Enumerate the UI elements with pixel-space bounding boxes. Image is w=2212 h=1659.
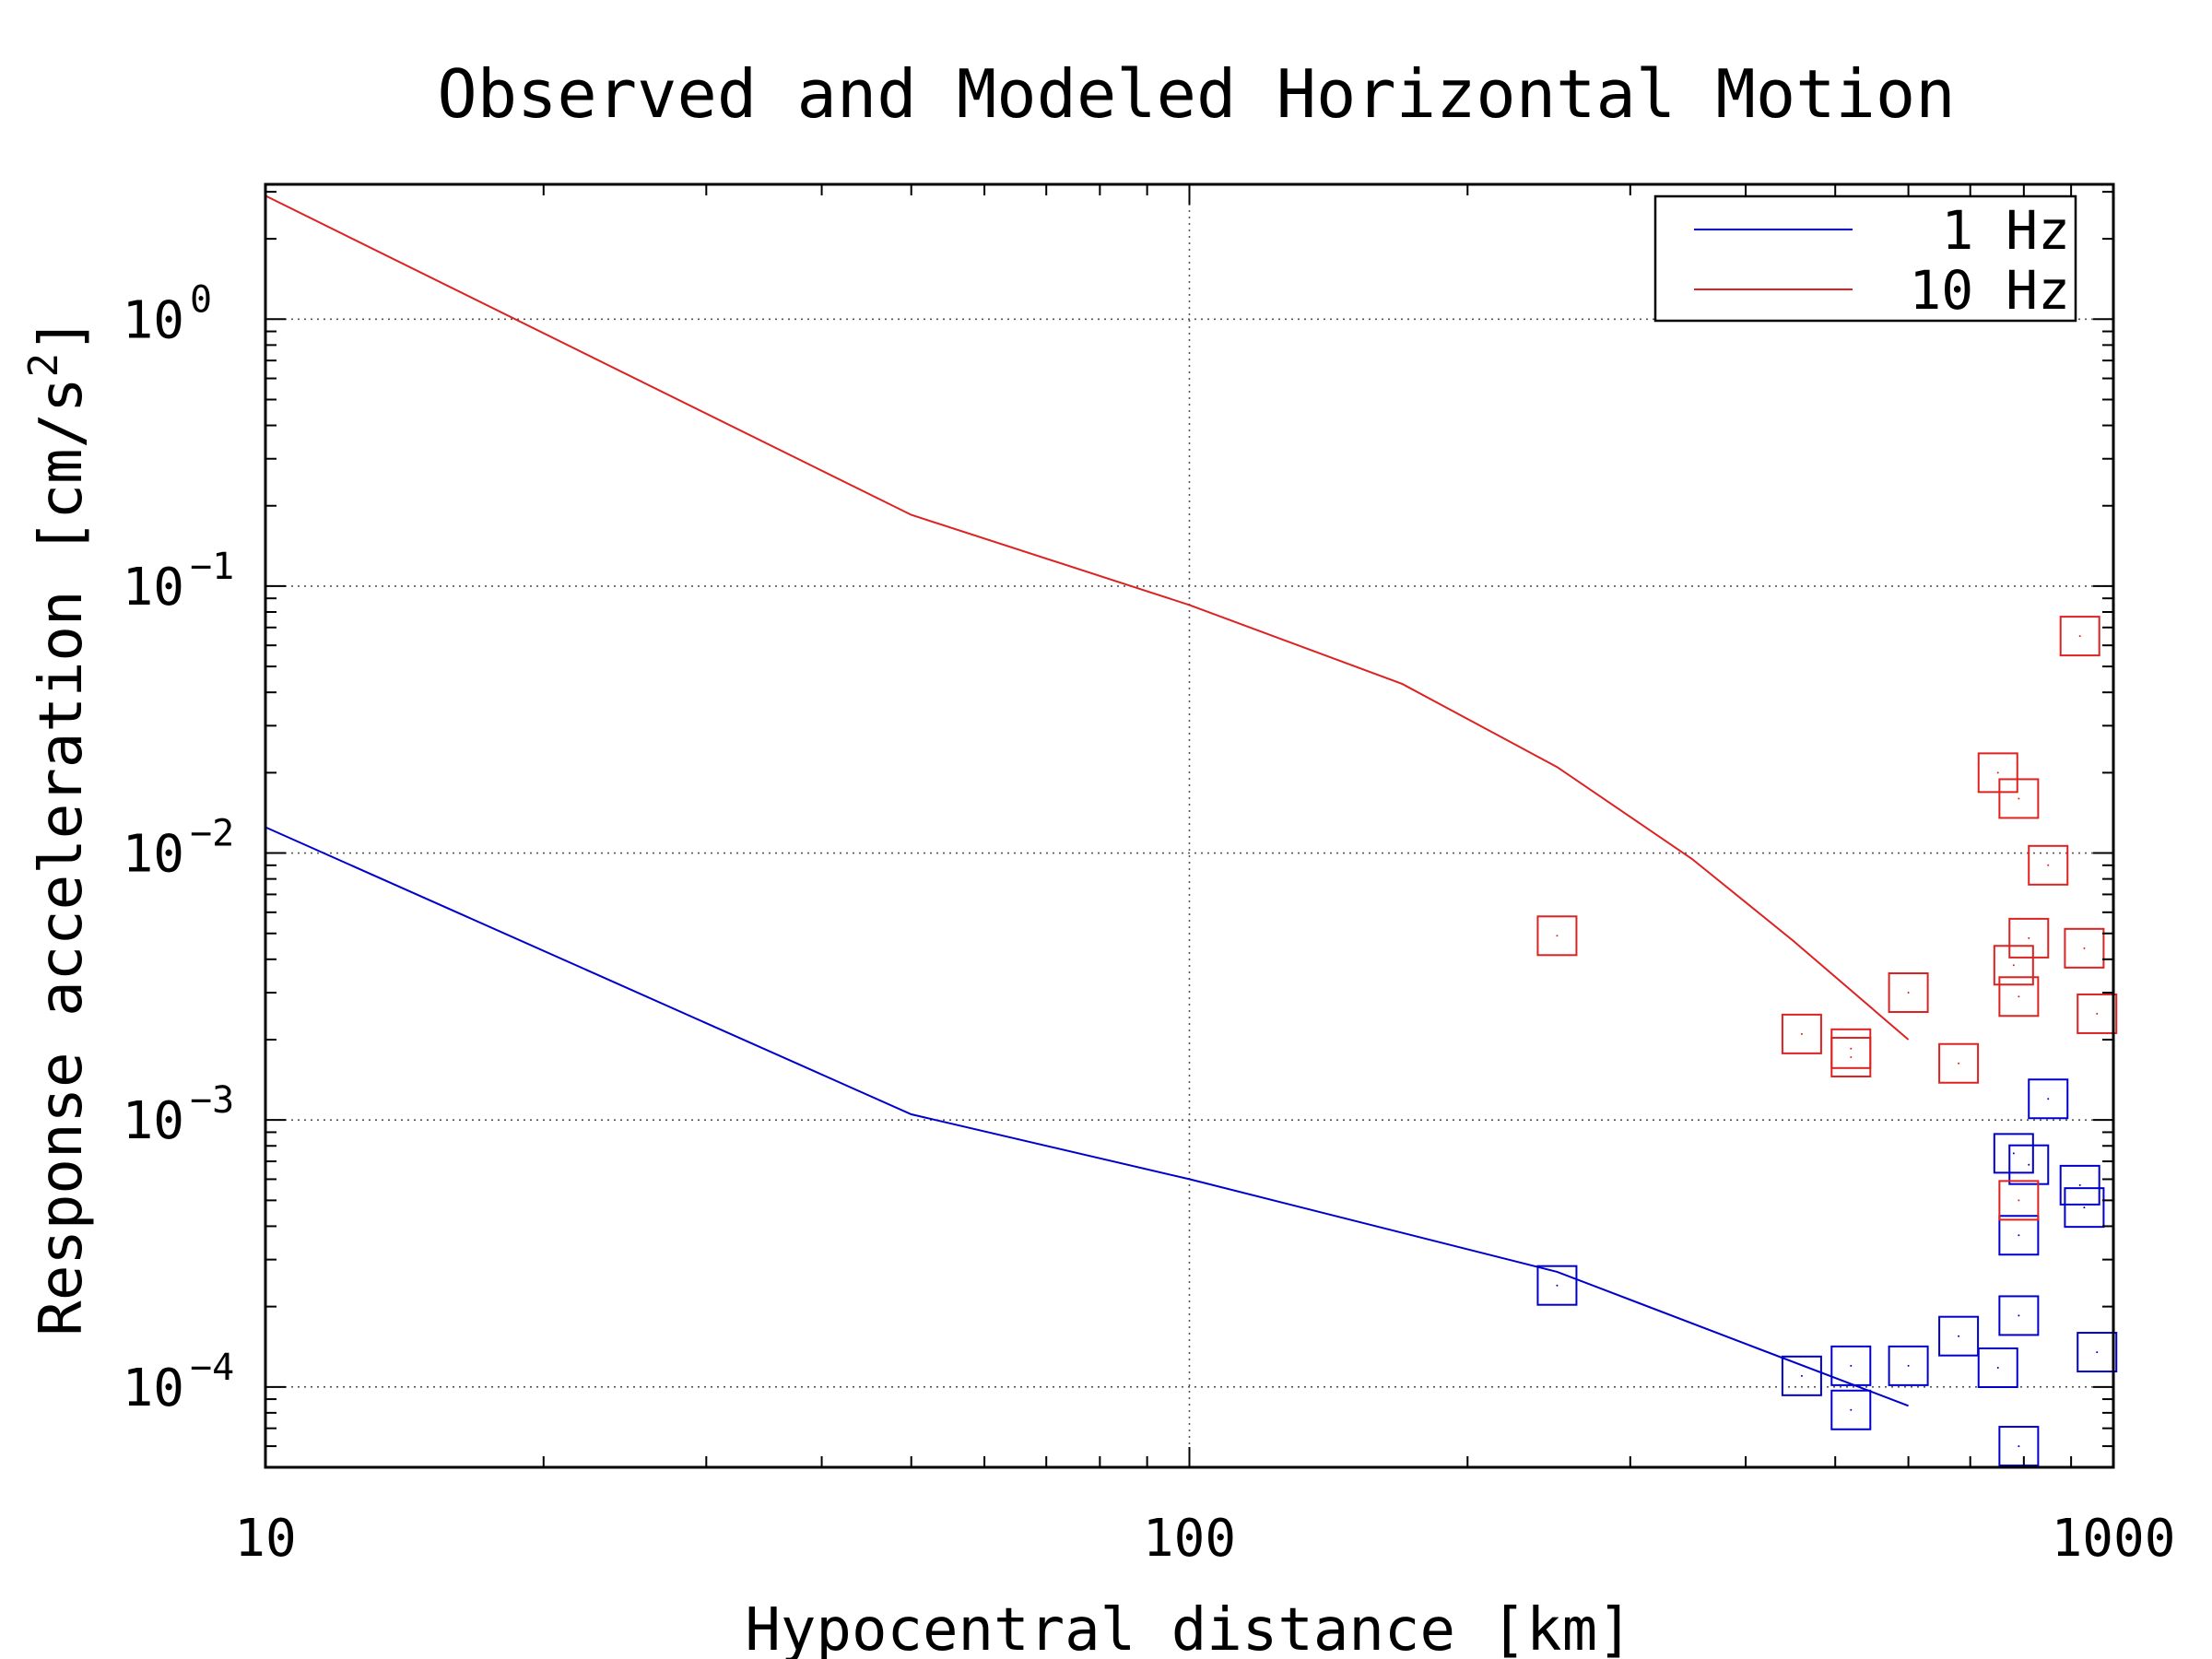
observed-point-1hz (1998, 1426, 2040, 1467)
y-tick-label: 10 (123, 825, 184, 885)
y-tick-label-exponent: −1 (190, 546, 234, 588)
x-tick-label: 100 (1143, 1509, 1236, 1569)
observed-point-center-1hz (1996, 1366, 1999, 1369)
observed-point-center-1hz (2096, 1351, 2099, 1354)
observed-point-10hz (1993, 945, 2034, 986)
legend: 1 Hz 10 Hz (1653, 194, 2077, 323)
observed-point-1hz (1993, 1133, 2034, 1174)
y-tick-label-exponent: −4 (190, 1347, 234, 1389)
observed-point-1hz (2008, 1144, 2050, 1185)
observed-point-10hz (2077, 993, 2118, 1034)
y-tick-label-exponent: −3 (190, 1079, 234, 1122)
legend-label-1hz: 1 Hz (1941, 199, 2070, 262)
observed-point-10hz (1536, 915, 1578, 957)
observed-point-center-10hz (1556, 935, 1559, 937)
x-axis-label: Hypocentral distance [km] (745, 1596, 1632, 1659)
observed-point-center-1hz (2083, 1206, 2086, 1209)
observed-point-1hz (1977, 1347, 2018, 1388)
observed-point-center-1hz (2012, 1152, 2015, 1155)
observed-point-1hz (1998, 1295, 2040, 1336)
observed-point-center-1hz (2018, 1314, 2020, 1317)
y-axis-label-sup: 2 (20, 353, 67, 378)
observed-point-center-1hz (1850, 1364, 1853, 1367)
observed-point-10hz (1938, 1042, 1980, 1084)
y-tick-label: 10 (123, 558, 184, 618)
observed-point-10hz (1998, 976, 2040, 1018)
observed-point-center-10hz (1907, 991, 1910, 994)
observed-point-1hz (2077, 1332, 2118, 1373)
observed-point-10hz (2064, 927, 2105, 969)
model-line-1hz (265, 826, 1909, 1407)
observed-point-center-10hz (2078, 635, 2081, 638)
grid (265, 184, 2113, 1467)
observed-point-center-1hz (1850, 1408, 1853, 1411)
observed-point-center-10hz (1850, 1047, 1853, 1050)
y-tick-label-exponent: −2 (190, 813, 234, 855)
y-tick-label-exponent: 0 (190, 278, 212, 321)
observed-point-center-10hz (1800, 1032, 1803, 1035)
series-layer (265, 194, 2118, 1467)
observed-point-1hz (1830, 1389, 1872, 1430)
y-axis-label-end: ] (28, 317, 96, 353)
tick-marks (265, 184, 2113, 1468)
y-tick-label: 10 (123, 1091, 184, 1151)
observed-point-center-10hz (2018, 1199, 2020, 1202)
observed-point-1hz (1781, 1355, 1822, 1396)
observed-point-center-1hz (2018, 1445, 2020, 1448)
observed-point-1hz (1536, 1265, 1578, 1306)
observed-point-10hz (1830, 1036, 1872, 1077)
y-axis-label-main: Response acceleration [cm/s (28, 377, 96, 1335)
observed-point-center-10hz (2096, 1012, 2099, 1015)
observed-point-10hz (1888, 971, 1929, 1013)
observed-point-1hz (1888, 1345, 1929, 1386)
y-tick-label: 10 (123, 290, 184, 350)
observed-point-10hz (2008, 917, 2050, 959)
observed-point-10hz (1998, 778, 2040, 819)
observed-point-10hz (1998, 1180, 2040, 1221)
observed-point-center-1hz (2078, 1183, 2081, 1186)
observed-point-center-1hz (1958, 1335, 1960, 1337)
observed-point-center-10hz (1850, 1055, 1853, 1058)
observed-point-center-10hz (2028, 936, 2030, 939)
y-axis-label: Response acceleration [cm/s2] (20, 317, 96, 1335)
chart-title: Observed and Modeled Horizontal Motion (437, 55, 1955, 133)
observed-point-10hz (2059, 616, 2100, 657)
observed-point-center-1hz (2028, 1163, 2030, 1166)
legend-label-10hz: 10 Hz (1909, 259, 2070, 322)
x-tick-label: 10 (234, 1509, 296, 1569)
observed-point-center-10hz (1958, 1062, 1960, 1065)
observed-point-1hz (2028, 1078, 2069, 1120)
observed-point-center-1hz (2018, 1234, 2020, 1237)
observed-point-1hz (1998, 1215, 2040, 1256)
observed-point-center-10hz (2012, 964, 2015, 967)
observed-point-center-10hz (2083, 947, 2086, 949)
observed-point-10hz (1781, 1013, 1822, 1054)
x-tick-label: 1000 (2052, 1509, 2176, 1569)
observed-point-1hz (2064, 1187, 2105, 1229)
observed-point-10hz (2028, 844, 2069, 886)
observed-point-center-10hz (2018, 797, 2020, 800)
legend-box (1653, 194, 2077, 323)
observed-point-1hz (1938, 1315, 1980, 1357)
observed-point-1hz (1830, 1345, 1872, 1386)
observed-point-center-10hz (1996, 771, 1999, 774)
y-tick-label: 10 (123, 1359, 184, 1418)
observed-point-10hz (1977, 752, 2018, 794)
observed-point-center-1hz (1556, 1284, 1559, 1287)
observed-point-center-1hz (1800, 1374, 1803, 1377)
observed-point-center-10hz (2047, 864, 2050, 866)
observed-point-center-10hz (2018, 995, 2020, 998)
observed-point-1hz (2059, 1164, 2100, 1206)
observed-point-center-1hz (1907, 1364, 1910, 1367)
observed-point-center-1hz (2047, 1098, 2050, 1100)
model-line-10hz (265, 194, 1910, 1041)
